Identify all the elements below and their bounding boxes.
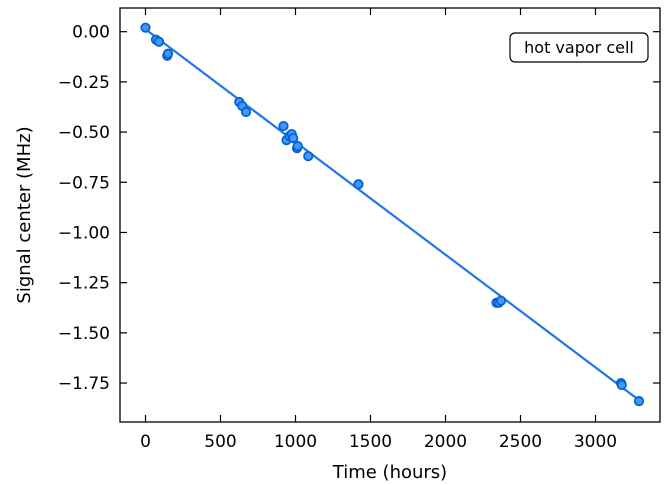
ticks <box>120 8 660 422</box>
x-tick-label: 2000 <box>424 432 467 452</box>
x-tick-label: 1000 <box>274 432 317 452</box>
data-point <box>303 151 314 162</box>
y-tick-label: −0.75 <box>58 173 110 193</box>
x-tick-label: 3000 <box>574 432 617 452</box>
annotation-box: hot vapor cell <box>509 32 649 63</box>
plot-frame <box>119 7 661 423</box>
data-point <box>140 22 151 33</box>
data-point <box>278 120 289 132</box>
fit-line-group <box>144 28 640 401</box>
y-axis-label: Signal center (MHz) <box>14 126 35 303</box>
x-tick-label: 2500 <box>499 432 542 452</box>
y-tick-label: −1.00 <box>58 223 110 243</box>
data-points <box>140 22 645 407</box>
data-point <box>162 48 174 59</box>
y-tick-label: −1.50 <box>58 324 110 344</box>
data-point <box>495 295 507 306</box>
data-point <box>353 179 364 190</box>
x-tick-label: 1500 <box>349 432 392 452</box>
x-tick-label: 0 <box>140 432 151 452</box>
annotation-frame <box>509 32 649 63</box>
x-axis-label: Time (hours) <box>332 462 447 483</box>
tick-labels: 0 500 1000 1500 2000 2500 3000 0.00 −0.25 −0.50 −0… <box>58 23 617 452</box>
data-point <box>633 396 645 407</box>
annotation-text: hot vapor cell <box>524 38 634 57</box>
data-point <box>288 133 299 144</box>
fit-line <box>144 28 640 401</box>
data-point <box>616 379 627 391</box>
data-point <box>240 106 252 118</box>
y-tick-label: −0.50 <box>58 123 110 143</box>
x-tick-label: 500 <box>204 432 236 452</box>
y-tick-label: −0.25 <box>58 73 110 93</box>
y-tick-label: 0.00 <box>72 23 110 43</box>
y-tick-label: −1.75 <box>58 374 110 394</box>
data-point <box>153 36 165 47</box>
y-tick-label: −1.25 <box>58 274 110 294</box>
data-point <box>292 141 303 152</box>
